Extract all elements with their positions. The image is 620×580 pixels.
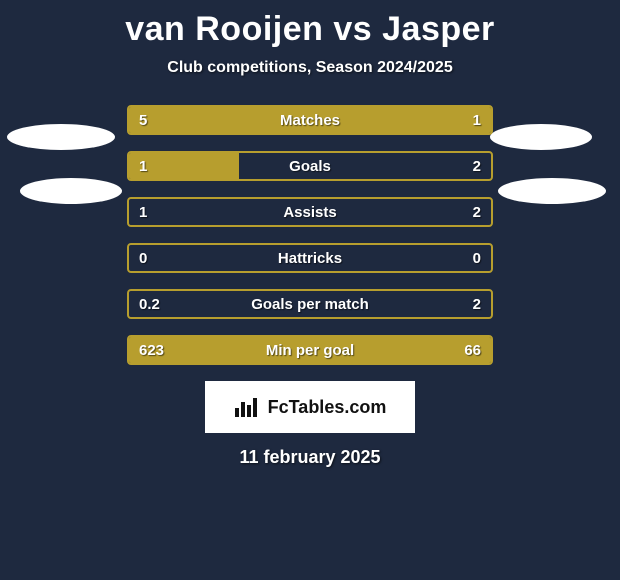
stat-row: 5Matches1 [127,105,493,135]
stat-row: 1Assists2 [127,197,493,227]
stat-label: Hattricks [129,245,491,271]
stats-table: 5Matches11Goals21Assists20Hattricks00.2G… [127,105,493,365]
fctables-logo-icon [234,396,260,418]
stat-value-right: 2 [473,291,481,317]
comparison-card: van Rooijen vs Jasper Club competitions,… [0,0,620,580]
stat-value-right: 1 [473,107,481,133]
source-badge-text: FcTables.com [268,397,387,418]
avatar-ellipse [490,124,592,150]
stat-value-right: 66 [464,337,481,363]
stat-label: Assists [129,199,491,225]
date-label: 11 february 2025 [0,447,620,468]
stat-value-right: 0 [473,245,481,271]
subtitle: Club competitions, Season 2024/2025 [0,59,620,77]
stat-row: 623Min per goal66 [127,335,493,365]
avatar-ellipse [498,178,606,204]
stat-label: Goals per match [129,291,491,317]
source-badge: FcTables.com [205,381,415,433]
stat-row: 0.2Goals per match2 [127,289,493,319]
stat-row: 0Hattricks0 [127,243,493,273]
stat-value-right: 2 [473,199,481,225]
avatar-ellipse [20,178,122,204]
stat-value-right: 2 [473,153,481,179]
stat-label: Matches [129,107,491,133]
stat-row: 1Goals2 [127,151,493,181]
page-title: van Rooijen vs Jasper [0,10,620,49]
stat-label: Goals [129,153,491,179]
avatar-ellipse [7,124,115,150]
stat-label: Min per goal [129,337,491,363]
